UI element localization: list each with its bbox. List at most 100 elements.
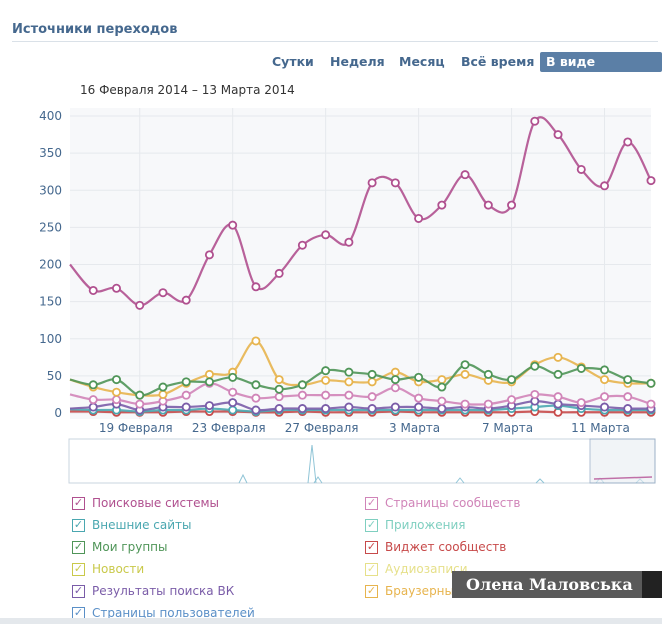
tab-as-charts[interactable]: В виде графиков (540, 52, 662, 89)
data-point (483, 200, 493, 210)
navigator-line (238, 473, 248, 484)
legend-checkbox[interactable]: ✓ (72, 561, 85, 576)
data-point (181, 295, 191, 305)
bottom-scrollbar[interactable] (0, 618, 662, 624)
legend-label: Аудиозаписи (385, 562, 468, 576)
legend-checkbox[interactable]: ✓ (365, 583, 378, 598)
tab-day[interactable]: Сутки (272, 54, 314, 69)
section-title: Источники переходов (12, 22, 178, 37)
data-point (576, 363, 586, 373)
data-point (623, 404, 633, 414)
data-point (297, 390, 307, 400)
y-tick-label: 400 (39, 109, 62, 123)
legend-label: Внешние сайты (92, 518, 192, 532)
data-point (646, 399, 656, 409)
legend-item[interactable]: ✓ Страницы пользователей (72, 604, 255, 622)
x-tick-label: 3 Марта (389, 421, 440, 435)
data-point (460, 360, 470, 370)
legend-item[interactable]: ✓ Поисковые системы (72, 494, 219, 512)
navigator-window (589, 438, 656, 484)
data-point (414, 213, 424, 223)
data-point (135, 390, 145, 400)
legend-label: Приложения (385, 518, 466, 532)
legend-item[interactable]: ✓ Результаты поиска ВК (72, 582, 234, 600)
legend-label: Виджет сообществ (385, 540, 507, 554)
data-point (251, 282, 261, 292)
data-point (623, 375, 633, 385)
data-point (88, 285, 98, 295)
plot-area (70, 108, 651, 419)
data-point (390, 367, 400, 377)
x-tick-label: 19 Февраля (99, 421, 173, 435)
data-point (204, 377, 214, 387)
data-point (553, 352, 563, 362)
legend-label: Новости (92, 562, 145, 576)
legend-item[interactable]: ✓ Приложения (365, 516, 466, 534)
legend-checkbox[interactable]: ✓ (72, 517, 85, 532)
legend-checkbox[interactable]: ✓ (365, 517, 378, 532)
data-point (553, 392, 563, 402)
legend-label: Мои группы (92, 540, 168, 554)
legend-checkbox[interactable]: ✓ (365, 561, 378, 576)
y-tick-label: 300 (39, 183, 62, 197)
x-tick-label: 23 Февраля (192, 421, 266, 435)
legend-item[interactable]: ✓ Виджет сообществ (365, 538, 506, 556)
data-point (576, 398, 586, 408)
y-tick-label: 0 (54, 406, 62, 420)
data-point (437, 382, 447, 392)
data-point (507, 200, 517, 210)
legend-checkbox[interactable]: ✓ (72, 583, 85, 598)
data-point (274, 384, 284, 394)
legend-label: Поисковые системы (92, 496, 219, 510)
data-point (600, 181, 610, 191)
legend-item[interactable]: ✓ Новости (72, 560, 144, 578)
data-point (321, 230, 331, 240)
y-tick-label: 100 (39, 332, 62, 346)
x-tick-label: 11 Марта (571, 421, 630, 435)
data-point (344, 402, 354, 412)
tab-all-time[interactable]: Всё время (461, 54, 535, 69)
navigator-line (455, 477, 465, 484)
data-point (321, 404, 331, 414)
data-point (274, 375, 284, 385)
data-point (111, 283, 121, 293)
tab-month[interactable]: Месяц (399, 54, 445, 69)
data-point (111, 375, 121, 385)
data-point (553, 369, 563, 379)
legend-label: Результаты поиска ВК (92, 584, 235, 598)
navigator-line (307, 444, 317, 484)
series-line (69, 410, 651, 414)
data-point (158, 288, 168, 298)
legend-checkbox[interactable]: ✓ (72, 495, 85, 510)
data-point (321, 390, 331, 400)
watermark: Олена Маловська (452, 571, 662, 598)
data-point (228, 405, 238, 415)
data-point (274, 392, 284, 402)
legend-item[interactable]: ✓ Страницы сообществ (365, 494, 520, 512)
data-point (553, 399, 563, 409)
data-point (576, 164, 586, 174)
legend-item[interactable]: ✓ Мои группы (72, 538, 168, 556)
legend-item[interactable]: ✓ Внешние сайты (72, 516, 192, 534)
legend-label: Страницы пользователей (92, 606, 255, 620)
tab-week[interactable]: Неделя (330, 54, 385, 69)
data-point (158, 389, 168, 399)
data-point (600, 365, 610, 375)
data-point (367, 404, 377, 414)
legend-checkbox[interactable]: ✓ (365, 539, 378, 554)
legend-checkbox[interactable]: ✓ (365, 495, 378, 510)
legend-item[interactable]: ✓ Аудиозаписи (365, 560, 468, 578)
data-point (390, 383, 400, 393)
data-point (204, 401, 214, 411)
data-point (181, 402, 191, 412)
data-point (228, 220, 238, 230)
traffic-chart[interactable]: 0 50 100 150 200 250 300 350 400 19 Февраля 23 Фев… (0, 100, 662, 490)
data-point (553, 130, 563, 140)
y-tick-label: 150 (39, 295, 62, 309)
data-point (646, 378, 656, 388)
data-point (297, 404, 307, 414)
x-tick-label: 7 Марта (482, 421, 533, 435)
data-point (460, 369, 470, 379)
data-point (600, 392, 610, 402)
legend-checkbox[interactable]: ✓ (72, 539, 85, 554)
